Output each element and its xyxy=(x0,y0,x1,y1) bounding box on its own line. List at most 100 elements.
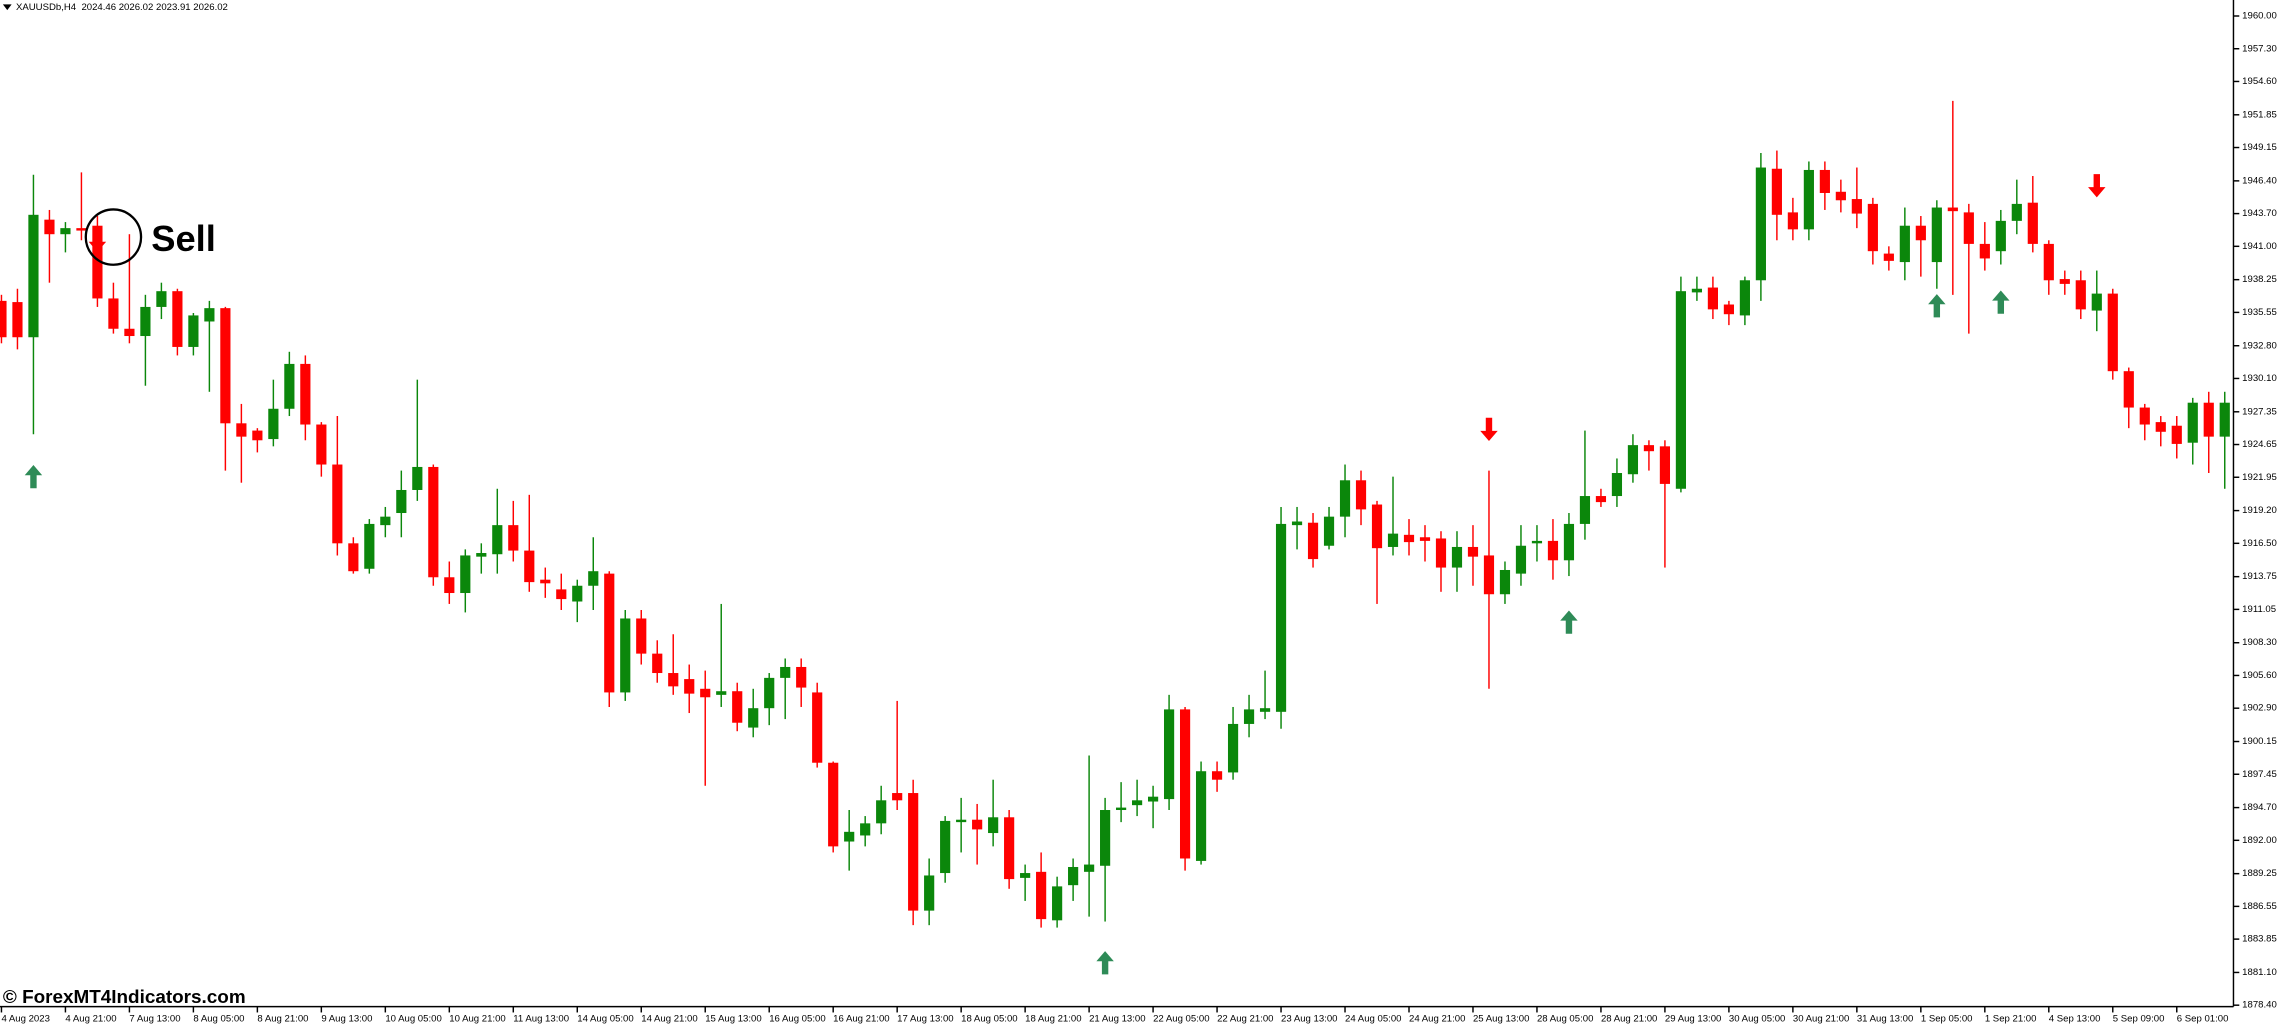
candle-body xyxy=(1387,533,1399,547)
candle-body xyxy=(508,525,519,551)
candle-body xyxy=(796,666,807,688)
x-tick-label: 24 Aug 05:00 xyxy=(1345,1014,1401,1025)
candle-body xyxy=(1179,709,1191,859)
candle-body xyxy=(444,577,455,594)
candle-body xyxy=(2219,402,2230,437)
candle-body xyxy=(1371,504,1383,549)
candle-body xyxy=(1675,291,1687,489)
candle-body xyxy=(892,793,903,801)
candle-body xyxy=(700,688,711,698)
candle-body xyxy=(636,618,647,654)
y-tick-label: 1886.55 xyxy=(2242,901,2277,912)
candle-body xyxy=(572,585,583,602)
candle-body xyxy=(1931,207,1942,263)
x-tick-label: 28 Aug 21:00 xyxy=(1601,1014,1657,1025)
candle-body xyxy=(1883,253,1894,261)
buy-arrow xyxy=(1992,290,2010,314)
x-tick-label: 4 Sep 13:00 xyxy=(2049,1014,2101,1025)
candle-body xyxy=(1499,569,1511,595)
x-tick-label: 16 Aug 21:00 xyxy=(833,1014,889,1025)
candle-body xyxy=(764,677,775,709)
y-tick-label: 1943.70 xyxy=(2242,208,2277,219)
y-tick-label: 1954.60 xyxy=(2242,76,2277,87)
sell-arrow xyxy=(88,228,107,252)
candle-body xyxy=(1531,540,1543,544)
candle-body xyxy=(1084,864,1095,872)
sell-circle xyxy=(84,208,143,266)
candle-body xyxy=(1867,203,1878,252)
candle-body xyxy=(828,762,839,847)
y-tick-label: 1894.70 xyxy=(2242,802,2277,813)
candle-body xyxy=(620,618,631,693)
candle-body xyxy=(1787,212,1798,230)
y-tick-label: 1951.85 xyxy=(2242,109,2277,120)
candle-body xyxy=(1116,807,1127,811)
candle-body xyxy=(940,820,951,874)
candle-body xyxy=(1100,810,1111,866)
x-tick-label: 1 Sep 21:00 xyxy=(1985,1014,2037,1025)
candle-body xyxy=(140,306,151,337)
x-tick-label: 21 Aug 13:00 xyxy=(1089,1014,1145,1025)
x-tick-label: 30 Aug 05:00 xyxy=(1729,1014,1785,1025)
y-tick-label: 1927.35 xyxy=(2242,406,2277,417)
y-tick-label: 1932.80 xyxy=(2242,340,2277,351)
candle-body xyxy=(1004,817,1015,880)
candle-body xyxy=(1547,540,1559,561)
candle-body xyxy=(1052,886,1063,921)
sell-arrow xyxy=(1480,417,1498,442)
x-tick-label: 18 Aug 21:00 xyxy=(1025,1014,1081,1025)
y-tick-label: 1883.85 xyxy=(2242,934,2277,945)
candle-body xyxy=(1132,800,1143,806)
candle-body xyxy=(300,363,311,425)
x-tick-label: 18 Aug 05:00 xyxy=(961,1014,1017,1025)
candle-body xyxy=(0,300,7,338)
candle-body xyxy=(1515,545,1527,574)
x-tick-label: 30 Aug 21:00 xyxy=(1793,1014,1849,1025)
y-tick-label: 1935.55 xyxy=(2242,307,2277,318)
y-tick-label: 1908.30 xyxy=(2242,637,2277,648)
x-tick-label: 15 Aug 13:00 xyxy=(705,1014,761,1025)
candle-body xyxy=(604,573,615,693)
candle-body xyxy=(1451,546,1463,568)
candle-body xyxy=(1691,288,1703,293)
candle-body xyxy=(28,214,39,338)
candle-body xyxy=(1723,304,1734,315)
candle-body xyxy=(92,225,103,299)
plot-area xyxy=(0,100,2230,975)
candle-body xyxy=(316,424,327,465)
x-tick-label: 6 Sep 01:00 xyxy=(2177,1014,2229,1025)
y-tick-label: 1916.50 xyxy=(2242,538,2277,549)
candle-body xyxy=(1755,167,1766,281)
chart-title: XAUUSDb,H4 2024.46 2026.02 2023.91 2026.… xyxy=(16,2,228,13)
candle-body xyxy=(1243,709,1255,724)
candle-body xyxy=(172,291,183,347)
candle-body xyxy=(204,308,215,322)
candle-body xyxy=(748,708,759,728)
x-tick-label: 11 Aug 13:00 xyxy=(513,1014,569,1025)
candle-body xyxy=(492,525,503,555)
candle-body xyxy=(2091,293,2102,311)
candle-body xyxy=(1163,709,1175,800)
x-tick-label: 8 Aug 21:00 xyxy=(257,1014,308,1025)
y-tick-label: 1892.00 xyxy=(2242,835,2277,846)
candle-body xyxy=(76,228,87,231)
y-tick-label: 1960.00 xyxy=(2242,11,2277,22)
candle-body xyxy=(1899,225,1910,263)
candle-body xyxy=(188,315,199,347)
candle-body xyxy=(956,819,967,823)
candle-body xyxy=(1275,523,1287,712)
candle-body xyxy=(1851,199,1862,214)
x-tick-label: 9 Aug 13:00 xyxy=(321,1014,372,1025)
candle-body xyxy=(1739,280,1750,316)
x-tick-label: 25 Aug 13:00 xyxy=(1473,1014,1529,1025)
y-tick-label: 1878.40 xyxy=(2242,1000,2277,1011)
x-tick-label: 28 Aug 05:00 xyxy=(1537,1014,1593,1025)
candle-body xyxy=(1707,287,1718,310)
candle-body xyxy=(236,423,247,437)
candle-body xyxy=(1643,445,1655,452)
y-tick-label: 1924.65 xyxy=(2242,439,2277,450)
x-tick-label: 4 Aug 21:00 xyxy=(65,1014,116,1025)
